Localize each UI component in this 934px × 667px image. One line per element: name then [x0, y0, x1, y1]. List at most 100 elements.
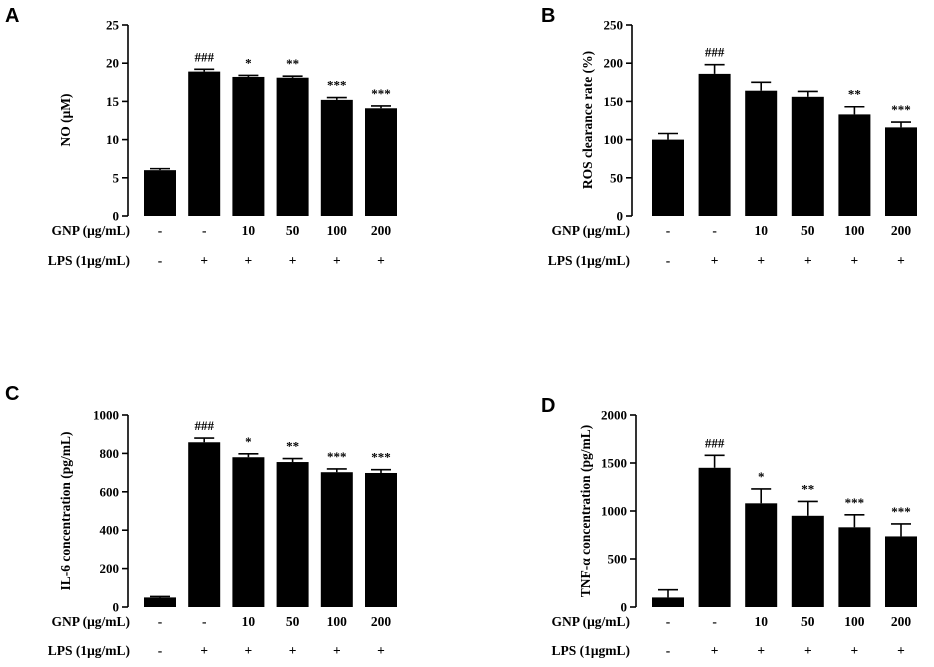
significance-label: ***: [327, 449, 347, 464]
condition-value: +: [245, 253, 253, 268]
significance-label: *: [758, 469, 765, 484]
significance-label: *: [245, 55, 252, 70]
significance-label: **: [286, 56, 299, 71]
bar-a-1: [144, 170, 176, 216]
bar-b-4: [791, 96, 824, 216]
y-axis-title: IL-6 concentration (pg/mL): [58, 432, 73, 591]
panel-letter-b: B: [541, 5, 555, 27]
condition-value: 50: [286, 223, 300, 238]
condition-value: 10: [242, 614, 256, 629]
condition-value: +: [200, 253, 208, 268]
condition-value: -: [666, 614, 671, 629]
condition-value: -: [202, 614, 207, 629]
bar-d-3: [745, 503, 778, 607]
panel-c-chart: C 0 200 400 600 800 1000 IL-6 concentration (pg…: [5, 383, 397, 658]
y-tick-label: 200: [100, 561, 120, 576]
significance-label: **: [848, 87, 861, 102]
condition-value: -: [666, 643, 671, 658]
bar-c-6: [365, 472, 397, 607]
significance-label: ###: [705, 45, 725, 60]
bar-b-2: [698, 73, 731, 217]
condition-value: 200: [371, 614, 392, 629]
bar-c-4: [276, 462, 309, 607]
condition-value: -: [158, 643, 163, 658]
condition-row-label: GNP (μg/mL): [51, 614, 130, 629]
bar-c-3: [232, 457, 265, 607]
bar-c-2: [188, 442, 221, 607]
condition-value: +: [200, 643, 208, 658]
bar-d-4: [791, 515, 824, 607]
condition-value: +: [333, 643, 341, 658]
condition-value: 100: [327, 614, 348, 629]
condition-value: +: [333, 253, 341, 268]
condition-value: -: [202, 223, 207, 238]
bar-c-5: [320, 472, 353, 607]
panel-d-chart: D 0 500 1000 1500 2000 TNF-α concentration (pg…: [541, 395, 917, 658]
condition-value: -: [666, 223, 671, 238]
bar-d-6: [885, 536, 917, 607]
bar-a-5: [320, 99, 353, 216]
condition-value: +: [711, 643, 719, 658]
significance-label: ***: [327, 78, 347, 93]
condition-value: 100: [844, 223, 865, 238]
condition-value: -: [666, 253, 671, 268]
condition-value: +: [377, 643, 385, 658]
panel-letter-d: D: [541, 395, 555, 417]
y-axis-title: ROS clearance rate (%): [580, 51, 595, 189]
condition-value: +: [851, 253, 859, 268]
condition-value: 50: [801, 223, 815, 238]
significance-label: ***: [371, 450, 391, 465]
condition-value: +: [289, 643, 297, 658]
condition-value: -: [158, 614, 163, 629]
condition-row-label: LPS (1μgmL): [551, 643, 630, 658]
y-tick-label: 0: [113, 209, 120, 224]
panel-letter-c: C: [5, 383, 19, 405]
condition-value: 100: [844, 614, 865, 629]
condition-value: +: [289, 253, 297, 268]
y-tick-label: 150: [604, 94, 624, 109]
significance-label: *: [245, 434, 252, 449]
condition-value: +: [377, 253, 385, 268]
bar-a-4: [276, 77, 309, 216]
condition-value: 100: [327, 223, 348, 238]
condition-value: -: [712, 614, 717, 629]
condition-value: +: [804, 643, 812, 658]
y-tick-label: 5: [113, 170, 120, 185]
significance-label: ###: [705, 435, 725, 450]
bar-b-5: [838, 114, 871, 216]
y-tick-label: 20: [106, 56, 119, 71]
condition-row-label: GNP (μg/mL): [551, 223, 630, 238]
bar-b-1: [652, 139, 684, 216]
y-tick-label: 1500: [601, 456, 627, 471]
condition-value: +: [757, 643, 765, 658]
y-tick-label: 0: [617, 209, 624, 224]
condition-value: +: [245, 643, 253, 658]
bar-d-5: [838, 527, 871, 607]
y-tick-label: 800: [100, 446, 120, 461]
condition-value: +: [804, 253, 812, 268]
y-axis-title: NO (μM): [58, 93, 73, 146]
condition-value: 50: [801, 614, 815, 629]
y-tick-label: 400: [100, 523, 120, 538]
panel-b-chart: B 0 50 100 150 200 250 ROS clearance rate (%) ##…: [541, 5, 917, 268]
condition-value: 10: [754, 223, 768, 238]
bar-d-1: [652, 597, 684, 607]
condition-value: -: [158, 253, 163, 268]
panel-letter-a: A: [5, 5, 19, 27]
bar-b-3: [745, 90, 778, 216]
condition-value: -: [158, 223, 163, 238]
condition-value: 10: [242, 223, 256, 238]
condition-value: +: [711, 253, 719, 268]
y-tick-label: 50: [610, 170, 623, 185]
condition-value: +: [897, 643, 905, 658]
condition-value: +: [851, 643, 859, 658]
y-tick-label: 15: [106, 94, 120, 109]
y-tick-label: 1000: [601, 504, 627, 519]
condition-row-label: LPS (1μg/mL): [48, 253, 130, 268]
bar-a-6: [365, 108, 397, 216]
y-axis-title: TNF-α concentration (pg/mL): [578, 425, 593, 598]
y-tick-label: 500: [608, 552, 628, 567]
bar-c-1: [144, 597, 176, 607]
